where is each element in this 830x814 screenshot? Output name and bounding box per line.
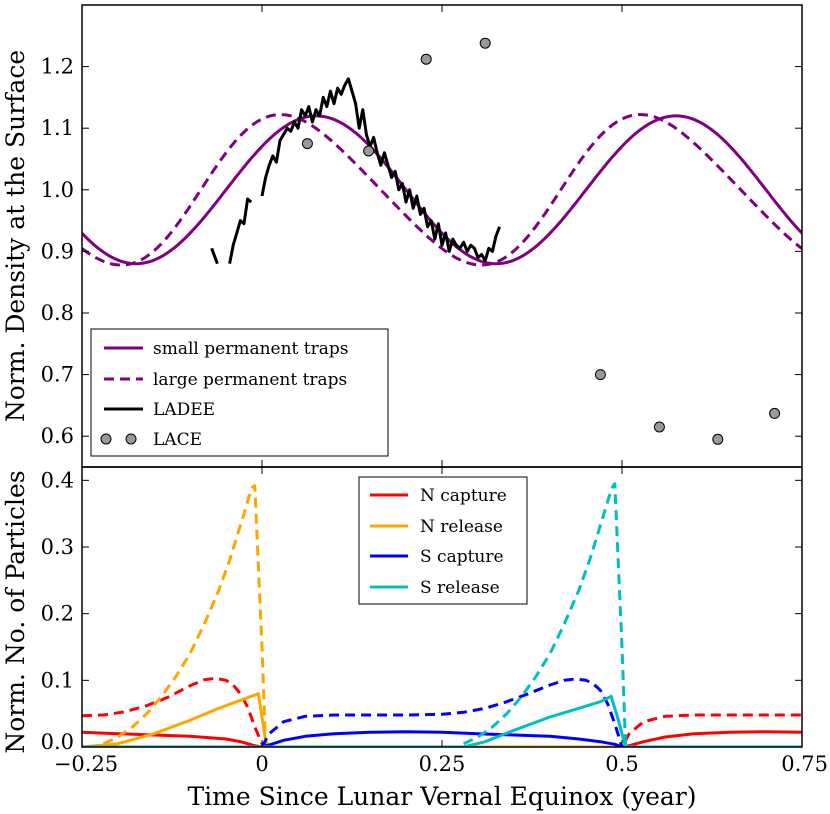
- top-y-ticks: 0.6 0.7 0.8 0.9 1.0 1.1 1.2: [41, 55, 802, 448]
- legend-marker-lace-1: [100, 433, 112, 445]
- series-line-s-release: [82, 694, 802, 747]
- series-line-n-capture: [82, 730, 802, 747]
- top-ytick-label: 0.7: [41, 363, 74, 387]
- legend-label-large-traps: large permanent traps: [153, 370, 347, 390]
- lace-point-2: [363, 145, 375, 157]
- lace-point-8: [769, 407, 781, 419]
- top-ytick-label: 0.9: [41, 239, 74, 263]
- series-line-small-permanent-traps: [82, 114, 802, 266]
- series-line-s-capture: [82, 730, 802, 747]
- xtick-label: 0.75: [781, 752, 828, 776]
- series-line-n-release: [82, 692, 802, 747]
- bottom-series-layer: [82, 482, 802, 747]
- legend-label-lace: LACE: [153, 430, 202, 450]
- bottom-y-axis-label: Norm. No. of Particles: [1, 470, 30, 753]
- legend-label-ladee: LADEE: [153, 400, 215, 420]
- series-line-s-release-large-traps: [462, 482, 628, 747]
- top-legend: small permanent traps large permanent tr…: [90, 328, 389, 457]
- legend-label-s-capture: S capture: [420, 547, 504, 567]
- bottom-ytick-label: 0.2: [41, 602, 74, 626]
- lace-point-3: [420, 53, 432, 65]
- series-line-n-capture-large-traps: [82, 676, 802, 747]
- bottom-x-ticks: −0.25 0 0.25 0.5 0.75: [54, 5, 828, 776]
- legend-label-n-capture: N capture: [420, 486, 507, 506]
- lace-point-5: [594, 369, 606, 381]
- lace-point-4: [479, 37, 491, 49]
- bottom-y-ticks: 0.0 0.1 0.2 0.3 0.4: [41, 468, 802, 754]
- lace-point-7: [712, 433, 724, 445]
- legend-marker-lace-2: [125, 433, 137, 445]
- top-ytick-label: 1.0: [41, 178, 74, 202]
- series-line-large-permanent-traps: [82, 113, 802, 267]
- legend-label-s-release: S release: [420, 578, 500, 598]
- top-legend-box: [90, 328, 389, 457]
- series-line-ladee-segment-2: [228, 197, 253, 264]
- top-ytick-label: 0.8: [41, 301, 74, 325]
- top-series-layer: [82, 37, 802, 445]
- top-y-axis-label: Norm. Density at the Surface: [1, 50, 30, 422]
- series-line-ladee-segment-3: [260, 77, 501, 263]
- top-ytick-label: 0.6: [41, 424, 74, 448]
- bottom-ytick-label: 0.3: [41, 535, 74, 559]
- xtick-label: 0.25: [419, 752, 466, 776]
- legend-label-n-release: N release: [420, 517, 503, 537]
- xtick-label: −0.25: [54, 752, 118, 776]
- series-line-n-release-large-traps: [102, 484, 802, 747]
- lace-point-6: [653, 421, 665, 433]
- top-panel: 0.6 0.7 0.8 0.9 1.0 1.1 1.2 Norm. Density at t…: [1, 4, 803, 468]
- bottom-ytick-label: 0.1: [41, 668, 74, 692]
- bottom-legend: N capture N release S capture S release: [358, 476, 528, 605]
- series-line-s-capture-large-traps: [260, 677, 624, 747]
- bottom-legend-box: [358, 476, 528, 605]
- series-line-ladee-segment-1: [210, 247, 219, 265]
- top-ytick-label: 1.1: [41, 116, 74, 140]
- bottom-ytick-label: 0.0: [41, 730, 74, 754]
- bottom-panel: 0.0 0.1 0.2 0.3 0.4 −0.25 0 0.25 0.5 0.75 Norm. …: [1, 5, 828, 811]
- x-axis-label: Time Since Lunar Vernal Equinox (year): [188, 782, 697, 811]
- xtick-label: 0.5: [605, 752, 638, 776]
- bottom-ytick-label: 0.4: [41, 468, 74, 492]
- top-ytick-label: 1.2: [41, 55, 74, 79]
- lace-point-1: [301, 138, 313, 150]
- legend-label-small-traps: small permanent traps: [153, 339, 348, 359]
- xtick-label: 0: [255, 752, 268, 776]
